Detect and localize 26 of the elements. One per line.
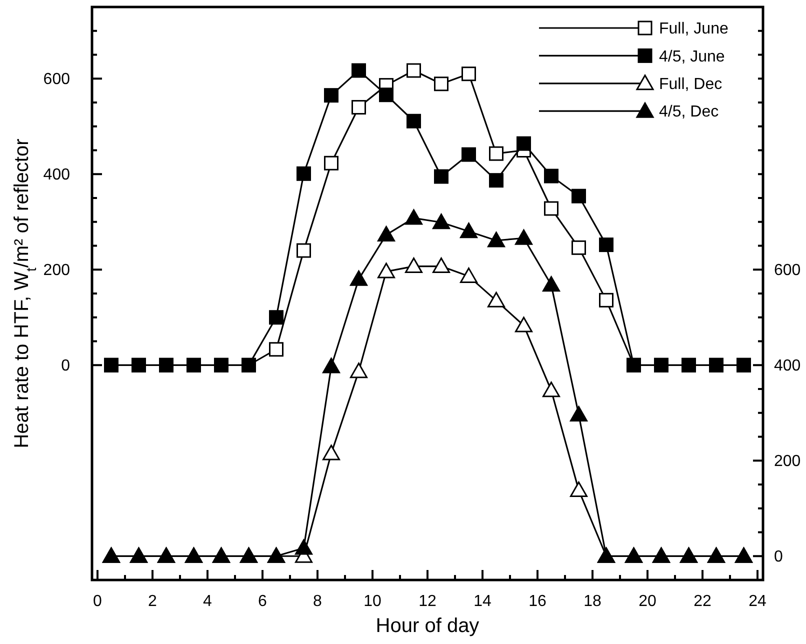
x-tick-label: 12 <box>418 593 436 610</box>
x-tick-label: 2 <box>148 593 158 610</box>
x-axis-title: Hour of day <box>376 615 480 637</box>
x-tick-label: 6 <box>258 593 268 610</box>
x-tick-label: 8 <box>313 593 322 610</box>
y2-tick-label: 600 <box>774 262 801 280</box>
x-tick-label: 24 <box>748 593 766 610</box>
x-tick-label: 4 <box>203 593 212 610</box>
legend-label: 4/5, Dec <box>659 104 719 121</box>
x-tick-label: 20 <box>638 593 656 610</box>
y-tick-label: 600 <box>43 71 70 88</box>
x-tick-label: 14 <box>474 593 492 610</box>
y-tick-label: 200 <box>43 262 70 280</box>
x-tick-label: 16 <box>528 593 546 610</box>
x-tick-label: 10 <box>364 593 382 610</box>
legend-label: Full, June <box>659 20 728 38</box>
y-tick-label: 400 <box>43 166 70 184</box>
x-tick-label: 22 <box>694 593 712 610</box>
x-tick-label: 18 <box>584 593 602 610</box>
y2-tick-label: 200 <box>774 453 801 470</box>
y2-tick-label: 400 <box>774 358 801 375</box>
y2-tick-label: 0 <box>774 548 783 566</box>
y-tick-label: 0 <box>61 358 70 375</box>
legend-label: Full, Dec <box>659 76 722 93</box>
legend-label: 4/5, June <box>659 48 725 66</box>
x-tick-label: 0 <box>93 593 102 610</box>
